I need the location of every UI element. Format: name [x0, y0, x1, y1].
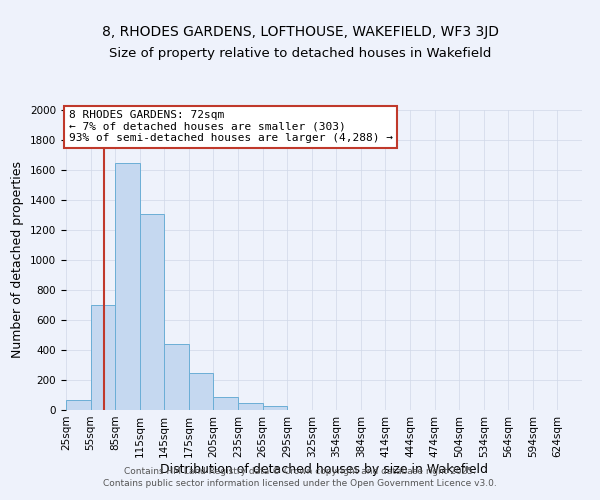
Text: Contains HM Land Registry data © Crown copyright and database right 2025.
Contai: Contains HM Land Registry data © Crown c… [103, 466, 497, 487]
Bar [164, 344, 189, 410]
Bar [263, 406, 287, 410]
Bar [238, 402, 263, 410]
Text: Size of property relative to detached houses in Wakefield: Size of property relative to detached ho… [109, 48, 491, 60]
Text: 8, RHODES GARDENS, LOFTHOUSE, WAKEFIELD, WF3 3JD: 8, RHODES GARDENS, LOFTHOUSE, WAKEFIELD,… [101, 25, 499, 39]
Bar [189, 372, 214, 410]
Bar [115, 162, 140, 410]
Text: 8 RHODES GARDENS: 72sqm
← 7% of detached houses are smaller (303)
93% of semi-de: 8 RHODES GARDENS: 72sqm ← 7% of detached… [68, 110, 392, 143]
X-axis label: Distribution of detached houses by size in Wakefield: Distribution of detached houses by size … [160, 462, 488, 475]
Bar [140, 214, 164, 410]
Bar [91, 305, 115, 410]
Bar [66, 400, 91, 410]
Bar [214, 397, 238, 410]
Y-axis label: Number of detached properties: Number of detached properties [11, 162, 25, 358]
